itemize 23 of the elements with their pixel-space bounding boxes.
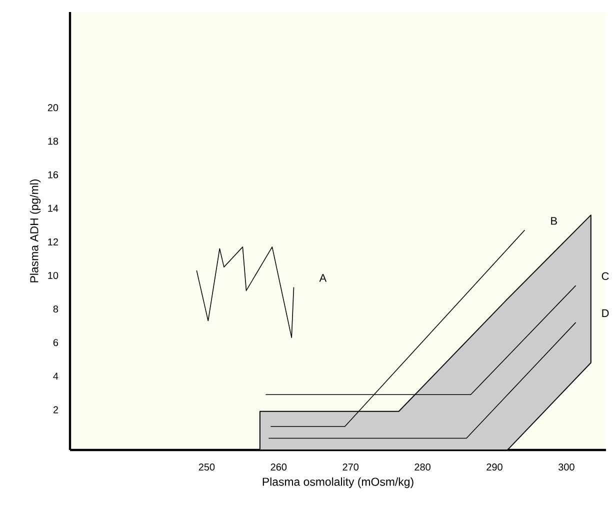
text: D	[602, 309, 609, 317]
x-tick-label: 250	[198, 464, 215, 471]
x-tick-label: 290	[486, 464, 502, 471]
y-tick-label: 14	[48, 204, 58, 212]
text: B	[551, 217, 557, 225]
y-tick-label: 16	[48, 171, 58, 178]
x-axis-title: Plasma osmolality (mOsm/kg)	[262, 477, 414, 488]
y-tick-label: 6	[53, 339, 58, 346]
x-tick-label: 280	[414, 464, 430, 471]
y-tick-label: 12	[48, 238, 58, 246]
y-tick-label: 20	[48, 104, 58, 112]
x-tick-label: 270	[342, 464, 359, 471]
y-axis-title: Plasma ADH (pg/ml)	[30, 180, 41, 282]
y-tick-label: 4	[53, 372, 58, 380]
line-series	[196, 246, 294, 338]
text: A	[319, 274, 327, 282]
y-tick-label: 8	[53, 306, 58, 313]
y-tick-label: 18	[48, 138, 58, 145]
y-tick-label: 10	[48, 272, 58, 279]
x-tick-label: 260	[270, 464, 287, 471]
y-tick-label: 2	[53, 406, 58, 414]
text: C	[602, 272, 609, 280]
x-tick-label: 300	[558, 464, 574, 471]
